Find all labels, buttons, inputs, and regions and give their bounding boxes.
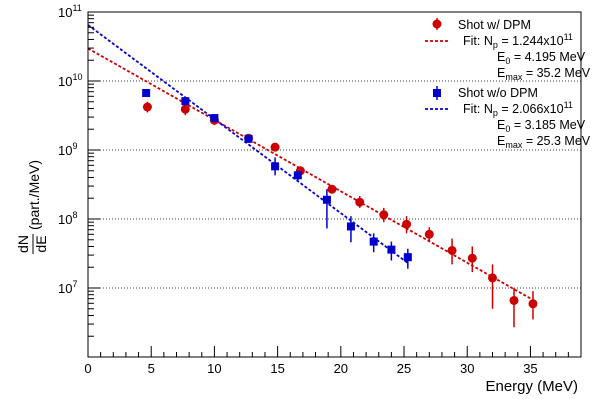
legend-fit-np-no-dpm: Fit: Np = 2.066x1011 [463, 100, 573, 118]
marker-circle [142, 102, 152, 112]
legend-marker-circle [432, 19, 442, 29]
data-point-no-dpm [271, 157, 280, 176]
data-point-no-dpm [403, 248, 412, 269]
data-point-dpm [270, 142, 280, 152]
data-point-dpm [402, 216, 412, 234]
x-tick-label: 5 [148, 361, 155, 376]
marker-square [369, 237, 378, 246]
legend: Shot w/ DPM Fit: Np = 1.244x1011 E0 = 4.… [425, 18, 591, 150]
legend-entry-dpm: Shot w/ DPM [432, 18, 531, 32]
data-point-no-dpm [387, 241, 396, 261]
x-axis-label: Energy (MeV) [485, 378, 578, 395]
marker-circle [180, 104, 190, 114]
y-tick-label: 109 [58, 141, 77, 158]
x-tick-label: 0 [84, 361, 91, 376]
data-point-no-dpm [142, 89, 151, 98]
data-point-no-dpm [293, 170, 302, 181]
legend-fit-dpm: Fit: Np = 1.244x1011 E0 = 4.195 MeV Emax… [425, 32, 591, 82]
data-point-dpm [355, 196, 365, 208]
y-axis-label-unit: (part./MeV) [26, 160, 42, 230]
marker-circle [424, 229, 434, 239]
marker-square [181, 97, 190, 106]
data-point-dpm [327, 184, 337, 194]
marker-square [346, 222, 355, 231]
data-point-no-dpm [244, 134, 253, 143]
y-tick-label: 1011 [58, 3, 82, 20]
marker-square [142, 89, 151, 98]
marker-circle [447, 245, 457, 255]
x-tick-label: 10 [207, 361, 221, 376]
y-axis-label: dN dE (part./MeV) [15, 160, 49, 254]
legend-fit-e0-no-dpm: E0 = 3.185 MeV [497, 118, 586, 134]
axis-ticks [87, 11, 582, 358]
x-tick-label: 25 [397, 361, 411, 376]
marker-square [387, 245, 396, 254]
data-point-no-dpm [210, 114, 219, 123]
marker-circle [327, 184, 337, 194]
legend-fit-no-dpm: Fit: Np = 2.066x1011 E0 = 3.185 MeV Emax… [425, 100, 591, 150]
marker-circle [270, 142, 280, 152]
marker-square [403, 253, 412, 262]
plot-frame [87, 11, 582, 358]
fit-curve-dpm [87, 47, 534, 301]
x-tick-label: 30 [460, 361, 474, 376]
data-point-no-dpm [322, 189, 331, 229]
y-tick-label: 107 [58, 279, 77, 296]
x-tick-label: 15 [270, 361, 284, 376]
marker-circle [402, 219, 412, 229]
legend-fit-np-dpm: Fit: Np = 1.244x1011 [463, 32, 573, 50]
legend-fit-emax-dpm: Emax = 35.2 MeV [497, 66, 591, 82]
data-point-dpm [528, 291, 538, 320]
marker-circle [467, 253, 477, 263]
legend-fit-emax-no-dpm: Emax = 25.3 MeV [497, 134, 591, 150]
marker-square [293, 171, 302, 180]
y-axis-label-numerator: dN [15, 235, 31, 253]
legend-label-dpm: Shot w/ DPM [458, 18, 531, 32]
marker-square [322, 195, 331, 204]
data-points [142, 89, 538, 328]
data-point-dpm [488, 264, 498, 309]
marker-circle [355, 197, 365, 207]
marker-square [244, 134, 253, 143]
y-axis-label-denominator: dE [33, 235, 49, 252]
x-tick-label: 20 [334, 361, 348, 376]
marker-square [210, 114, 219, 123]
marker-circle [509, 295, 519, 305]
data-point-no-dpm [181, 97, 190, 106]
y-tick-label: 1010 [58, 72, 82, 89]
data-point-dpm [424, 227, 434, 241]
data-point-dpm [379, 207, 389, 223]
data-point-no-dpm [346, 216, 355, 243]
marker-square [271, 162, 280, 171]
tick-labels: 107 108 109 1010 1011 0 5 10 15 20 25 30 35 [58, 3, 538, 376]
legend-label-no-dpm: Shot w/o DPM [458, 86, 538, 100]
legend-entry-no-dpm: Shot w/o DPM [433, 86, 538, 100]
marker-circle [528, 299, 538, 309]
legend-marker-square [433, 89, 441, 97]
marker-circle [379, 210, 389, 220]
data-point-dpm [467, 246, 477, 273]
data-point-no-dpm [369, 233, 378, 253]
legend-fit-e0-dpm: E0 = 4.195 MeV [497, 50, 586, 66]
data-point-dpm [509, 288, 519, 328]
data-point-dpm [142, 101, 152, 113]
x-tick-label: 35 [523, 361, 537, 376]
data-point-dpm [447, 238, 457, 265]
y-tick-label: 108 [58, 210, 77, 227]
marker-circle [488, 273, 498, 283]
